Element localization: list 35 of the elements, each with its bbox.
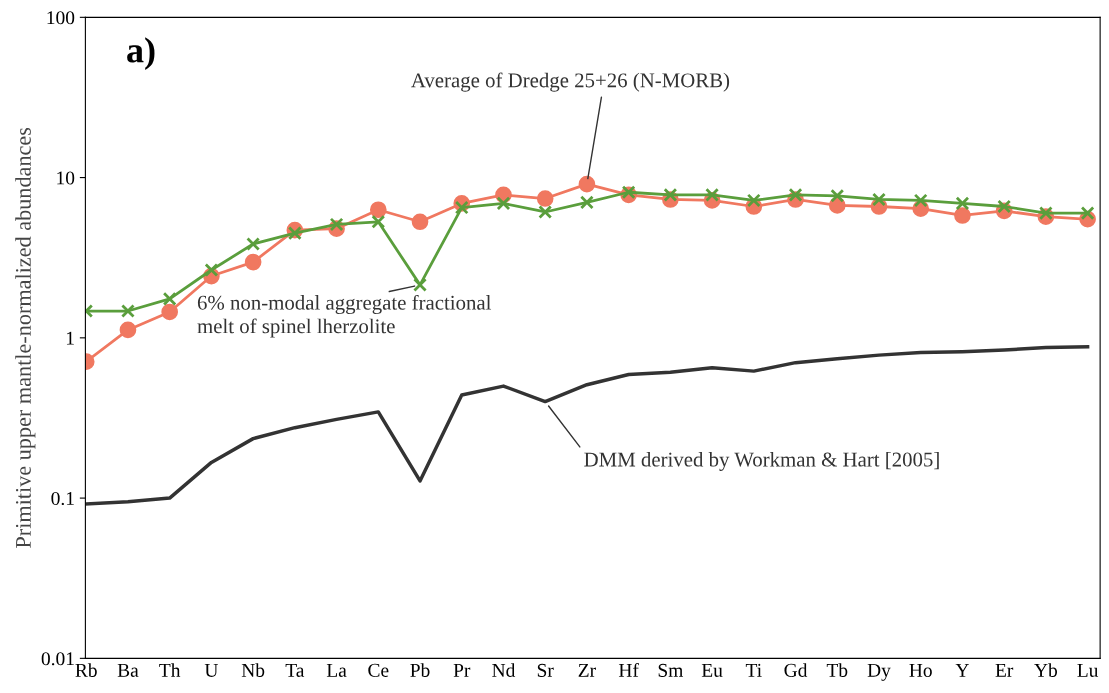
x-tick-label: Pb: [410, 663, 430, 677]
x-tick-label: Ti: [745, 663, 762, 677]
x-tick-label: Tb: [826, 663, 848, 677]
x-tick-label: Nd: [492, 663, 516, 677]
x-tick-label: Ce: [368, 663, 389, 677]
x-tick-label: Er: [995, 663, 1014, 677]
x-tick-label: Zr: [578, 663, 596, 677]
x-tick-label: Th: [159, 663, 181, 677]
y-axis-title: Primitive upper mantle-normalized abundances: [15, 127, 36, 548]
annotation: 6% non-modal aggregate fractional melt of spinel lherzolite: [197, 294, 492, 338]
x-tick-label: Sr: [537, 663, 554, 677]
y-tick-label: 0.1: [51, 491, 74, 506]
annotation: Average of Dredge 25+26 (N-MORB): [411, 72, 730, 92]
x-tick-label: Ta: [285, 663, 305, 677]
x-tick-label: Yb: [1034, 663, 1058, 677]
x-tick-label: Lu: [1077, 663, 1099, 677]
y-tick-label: 100: [47, 11, 75, 25]
x-tick-label: Ba: [117, 663, 139, 677]
x-tick-label: Eu: [701, 663, 723, 677]
x-tick-label: Pr: [453, 663, 471, 677]
text: a): [127, 37, 155, 70]
x-tick-label: Gd: [784, 663, 808, 677]
annotation: DMM derived by Workman & Hart [2005]: [584, 451, 939, 471]
y-tick-label: 0.01: [41, 652, 74, 666]
x-tick-label: Hf: [618, 663, 639, 677]
y-tick-label: 10: [57, 171, 75, 185]
x-tick-label: Sm: [658, 663, 684, 677]
x-tick-label: U: [204, 663, 219, 677]
x-tick-label: Ho: [909, 663, 932, 677]
y-tick-label: 1: [66, 331, 74, 345]
x-tick-label: Nb: [241, 663, 265, 677]
x-tick-label: Y: [955, 663, 969, 677]
x-tick-label: La: [326, 663, 347, 677]
x-tick-label: Dy: [867, 663, 891, 681]
x-tick-label: Rb: [75, 663, 97, 677]
